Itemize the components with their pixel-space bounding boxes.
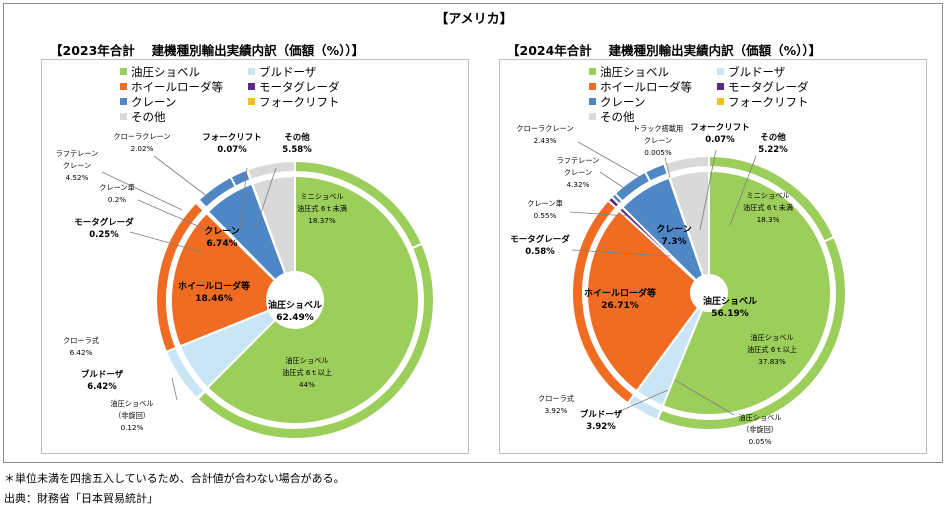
footnote-rounding: ＊単位未満を四捨五入しているため、合計値が合わない場合がある。 bbox=[4, 472, 345, 485]
outer-label-hydraulic-excavator-0: ミニショベル油圧式 6ｔ未満 18.37% bbox=[297, 192, 347, 225]
inner-label-other: その他 5.22% bbox=[758, 132, 788, 155]
inner-label-bulldozer: ブルドーザ 6.42% bbox=[81, 369, 124, 392]
inner-label-hydraulic-excavator: 油圧ショベル 62.49% bbox=[268, 299, 322, 323]
outer-slice-other-10 bbox=[245, 159, 296, 182]
inner-label-crane: クレーン 6.74% bbox=[204, 226, 240, 249]
outer-label-hydraulic-excavator-2: 油圧ショベル（非旋回） 0.05% bbox=[738, 413, 781, 446]
chart-title-2024: 【2024年合計 建機種別輸出実績内訳（価額（%））】 bbox=[507, 43, 822, 58]
leader-line-motor-grader bbox=[571, 249, 671, 257]
legend-swatch-forklift bbox=[717, 98, 724, 105]
leader-line-outer-2 bbox=[674, 379, 735, 416]
inner-slice-hydraulic-excavator bbox=[205, 174, 420, 425]
legend-label-motor-grader: モータグレーダ bbox=[728, 80, 809, 94]
leader-line-outer-6 bbox=[569, 211, 629, 217]
inner-slice-wheel-loader bbox=[170, 211, 277, 348]
leader-line-motor-grader bbox=[129, 231, 203, 253]
footnote-source: 出典：財務省「日本貿易統計」 bbox=[4, 492, 158, 505]
legend-swatch-forklift bbox=[248, 98, 255, 105]
outer-label-bulldozer-3: クローラ式 3.92% bbox=[538, 394, 574, 415]
legend-swatch-other bbox=[589, 113, 596, 120]
inner-slice-other bbox=[251, 174, 296, 275]
legend-swatch-motor-grader bbox=[248, 83, 255, 90]
inner-label-hydraulic-excavator: 油圧ショベル 56.19% bbox=[703, 295, 757, 319]
legend-swatch-wheel-loader bbox=[589, 83, 596, 90]
legend-label-bulldozer: ブルドーザ bbox=[259, 65, 316, 79]
inner-slice-wheel-loader bbox=[586, 209, 700, 393]
inner-label-bulldozer: ブルドーザ 3.92% bbox=[580, 409, 623, 432]
inner-slice-other bbox=[668, 169, 710, 278]
inner-label-crane: クレーン 7.3% bbox=[656, 224, 692, 247]
leader-line-other bbox=[729, 155, 757, 226]
legend-swatch-bulldozer bbox=[248, 68, 255, 75]
outer-label-hydraulic-excavator-2: 油圧ショベル（非旋回） 0.12% bbox=[110, 399, 153, 432]
legend-label-other: その他 bbox=[131, 110, 166, 124]
outer-label-crane-9: トラック搭載用クレーン 0.005% bbox=[633, 124, 683, 157]
inner-slice-hydraulic-excavator bbox=[661, 169, 832, 416]
leader-line-other bbox=[255, 167, 277, 229]
leader-line-outer-7 bbox=[599, 171, 631, 193]
legend-label-hydraulic-excavator: 油圧ショベル bbox=[600, 65, 669, 79]
legend-swatch-hydraulic-excavator bbox=[589, 68, 596, 75]
legend-label-crane: クレーン bbox=[600, 95, 645, 109]
legend-swatch-hydraulic-excavator bbox=[120, 68, 127, 75]
legend-label-bulldozer: ブルドーザ bbox=[728, 65, 785, 79]
page-title: 【アメリカ】 bbox=[435, 12, 513, 27]
leader-line-outer-7 bbox=[101, 171, 183, 211]
inner-label-wheel-loader: ホイールローダ等 26.71% bbox=[584, 287, 656, 311]
inner-label-forklift: フォークリフト 0.07% bbox=[202, 132, 262, 155]
outer-label-hydraulic-excavator-1: 油圧ショベル油圧式 6ｔ以上 37.83% bbox=[747, 333, 797, 366]
outer-label-crane-6: クレーン車 0.2% bbox=[99, 183, 135, 204]
legend-label-forklift: フォークリフト bbox=[728, 95, 809, 109]
legend-label-forklift: フォークリフト bbox=[259, 95, 340, 109]
chart-panel-2024: 油圧ショベル ブルドーザホイールローダ等 モータグレーダクレーン フォークリフトその他… bbox=[499, 59, 927, 454]
legend-label-motor-grader: モータグレーダ bbox=[259, 80, 340, 94]
leader-line-outer-6 bbox=[137, 199, 208, 231]
outer-label-crane-8: クローラクレーン 2.02% bbox=[113, 132, 170, 153]
chart-title-2023: 【2023年合計 建機種別輸出実績内訳（価額（%））】 bbox=[50, 43, 365, 58]
outer-label-crane-7: ラフテレーンクレーン 4.32% bbox=[557, 156, 600, 189]
leader-line-forklift bbox=[239, 167, 248, 231]
legend-swatch-motor-grader bbox=[717, 83, 724, 90]
outer-label-hydraulic-excavator-1: 油圧ショベル油圧式 6ｔ以上 44% bbox=[282, 356, 332, 389]
legend-swatch-crane bbox=[589, 98, 596, 105]
legend-label-wheel-loader: ホイールローダ等 bbox=[131, 80, 223, 94]
leader-line-outer-8 bbox=[153, 155, 213, 201]
leader-line-outer-9 bbox=[664, 157, 671, 179]
outer-label-crane-6: クレーン車 0.55% bbox=[527, 199, 563, 220]
leader-line-bulldozer bbox=[617, 389, 669, 413]
chart-panel-2023: 油圧ショベル ブルドーザホイールローダ等 モータグレーダクレーン フォークリフトその他… bbox=[41, 59, 469, 454]
outer-label-bulldozer-3: クローラ式 6.42% bbox=[63, 336, 99, 357]
leader-line-outer-2 bbox=[171, 377, 178, 401]
outer-label-crane-8: クローラクレーン 2.43% bbox=[516, 124, 573, 145]
leader-line-forklift bbox=[699, 149, 717, 231]
inner-label-motor-grader: モータグレーダ 0.25% bbox=[74, 217, 134, 240]
inner-label-wheel-loader: ホイールローダ等 18.46% bbox=[178, 280, 250, 304]
inner-label-forklift: フォークリフト 0.07% bbox=[690, 122, 750, 145]
legend-swatch-crane bbox=[120, 98, 127, 105]
legend-label-other: その他 bbox=[600, 110, 635, 124]
legend-label-crane: クレーン bbox=[131, 95, 176, 109]
outer-label-hydraulic-excavator-0: ミニショベル油圧式 6ｔ未満 18.3% bbox=[743, 191, 793, 224]
outer-label-crane-7: ラフテレーンクレーン 4.52% bbox=[56, 149, 99, 182]
legend-swatch-wheel-loader bbox=[120, 83, 127, 90]
legend-label-hydraulic-excavator: 油圧ショベル bbox=[131, 65, 200, 79]
inner-label-motor-grader: モータグレーダ 0.58% bbox=[510, 234, 570, 257]
legend-swatch-other bbox=[120, 113, 127, 120]
legend-swatch-bulldozer bbox=[717, 68, 724, 75]
legend-label-wheel-loader: ホイールローダ等 bbox=[600, 80, 692, 94]
leader-line-outer-8 bbox=[577, 141, 646, 181]
outer-slice-other-11 bbox=[663, 154, 710, 175]
inner-label-other: その他 5.58% bbox=[282, 132, 312, 155]
